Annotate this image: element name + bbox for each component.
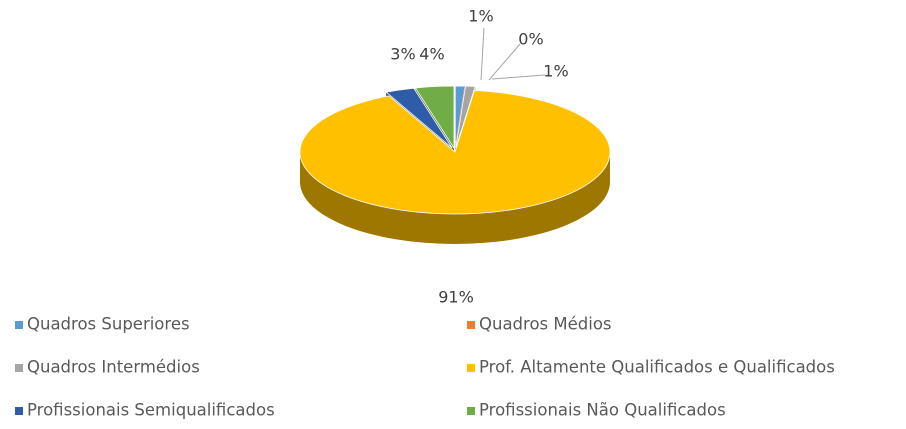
- pie-slice: [414, 85, 455, 150]
- data-label: 3%: [390, 45, 415, 64]
- legend: Quadros Superiores Quadros Médios Quadros …: [15, 315, 835, 420]
- data-label: 1%: [543, 62, 568, 81]
- leader-line: [480, 27, 485, 81]
- legend-label: Prof. Altamente Qualificados e Qualifica…: [479, 358, 835, 377]
- legend-label: Quadros Superiores: [27, 315, 190, 334]
- data-label: 0%: [518, 30, 543, 49]
- pie-slice: [385, 87, 453, 149]
- legend-swatch: [467, 321, 475, 329]
- leader-line: [488, 43, 521, 81]
- leader-line: [491, 74, 546, 80]
- legend-swatch: [467, 364, 475, 372]
- legend-label: Quadros Médios: [479, 315, 612, 334]
- data-label: 4%: [419, 45, 444, 64]
- data-label: 91%: [438, 288, 474, 307]
- pie-tops: [299, 85, 611, 215]
- legend-label: Profissionais Semiqualificados: [27, 401, 275, 420]
- legend-label: Quadros Intermédios: [27, 358, 200, 377]
- legend-swatch: [467, 407, 475, 415]
- legend-swatch: [15, 321, 23, 329]
- legend-swatch: [15, 407, 23, 415]
- data-labels: 1%0%1%91%3% 4%: [390, 7, 568, 307]
- pie-slice: [455, 85, 476, 149]
- pie-wall: [300, 152, 610, 244]
- legend-label: Profissionais Não Qualificados: [479, 401, 726, 420]
- data-label: 1%: [468, 7, 493, 26]
- pie-slice: [299, 90, 611, 215]
- pie-wall-shade: [300, 152, 610, 244]
- legend-swatch: [15, 364, 23, 372]
